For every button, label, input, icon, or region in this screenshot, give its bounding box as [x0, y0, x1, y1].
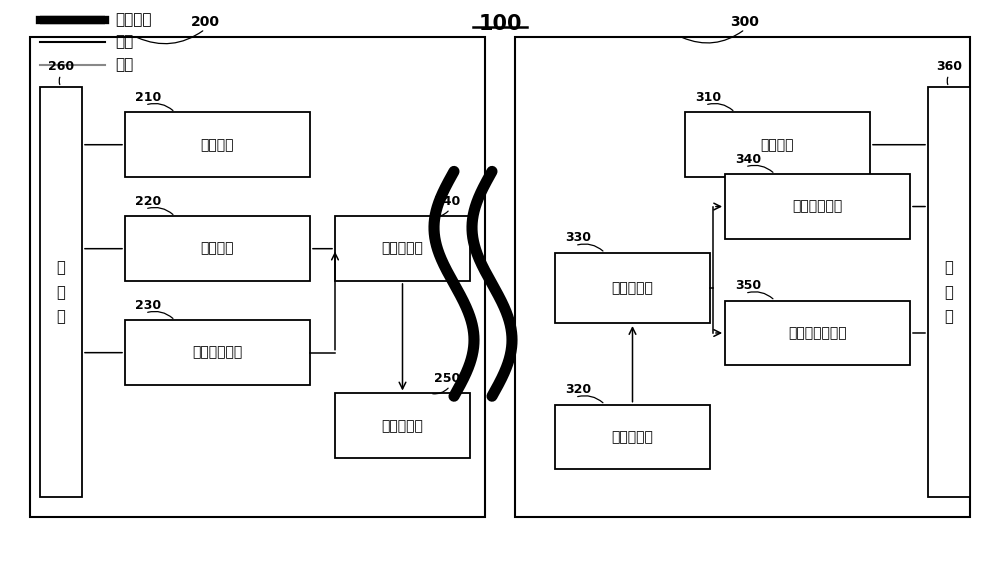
Text: 信标光检测单元: 信标光检测单元: [788, 326, 847, 340]
Bar: [928, 87, 970, 497]
Bar: [555, 253, 710, 323]
Bar: [30, 37, 485, 517]
Text: 自由空间: 自由空间: [115, 12, 152, 27]
Text: 100: 100: [478, 14, 522, 34]
Text: 340: 340: [735, 153, 761, 166]
Text: 接收望远镜: 接收望远镜: [612, 430, 653, 444]
Text: 230: 230: [135, 299, 161, 312]
Text: 信标光源: 信标光源: [201, 242, 234, 256]
Bar: [725, 174, 910, 239]
Text: 220: 220: [135, 195, 161, 208]
Text: 250: 250: [434, 372, 460, 385]
Bar: [335, 216, 470, 281]
Text: 光学解码单元: 光学解码单元: [792, 200, 843, 214]
Text: 310: 310: [695, 91, 721, 104]
Text: 210: 210: [135, 91, 161, 104]
Text: 240: 240: [434, 195, 460, 208]
Bar: [725, 301, 910, 365]
Bar: [125, 216, 310, 281]
Text: 320: 320: [565, 383, 591, 396]
Text: 控
制
器: 控 制 器: [57, 260, 65, 324]
Text: 300: 300: [731, 15, 759, 29]
Text: 定位模块: 定位模块: [201, 138, 234, 152]
Text: 光学编码单元: 光学编码单元: [192, 346, 243, 360]
Bar: [515, 37, 970, 517]
Bar: [685, 112, 870, 177]
Text: 波分复用器: 波分复用器: [612, 281, 653, 295]
Bar: [555, 405, 710, 469]
Text: 控
制
器: 控 制 器: [945, 260, 953, 324]
Text: 350: 350: [735, 279, 761, 292]
Bar: [125, 320, 310, 385]
Text: 波分复用器: 波分复用器: [382, 242, 423, 256]
Text: 光纤: 光纤: [115, 35, 133, 49]
Text: 线缆: 线缆: [115, 57, 133, 72]
Text: 定位模块: 定位模块: [761, 138, 794, 152]
Bar: [40, 87, 82, 497]
Text: 360: 360: [936, 60, 962, 73]
Text: 200: 200: [190, 15, 220, 29]
Bar: [125, 112, 310, 177]
Text: 260: 260: [48, 60, 74, 73]
Text: 发射望远镜: 发射望远镜: [382, 419, 423, 433]
Text: 330: 330: [565, 232, 591, 244]
Bar: [335, 393, 470, 458]
